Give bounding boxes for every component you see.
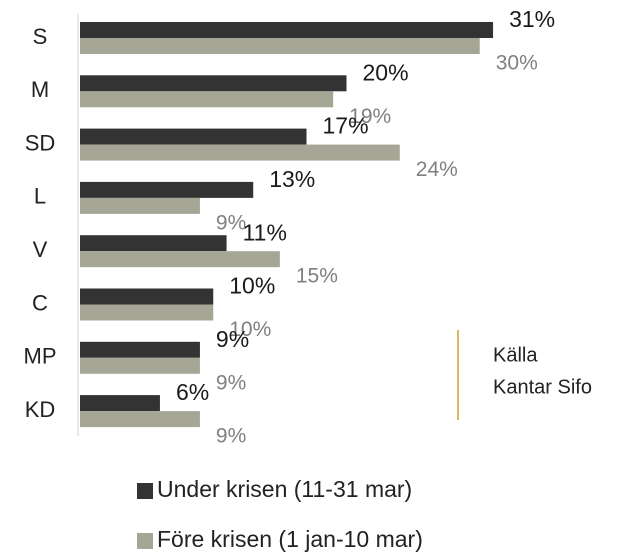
value-label: 6% [176, 379, 209, 405]
value-label: 30% [496, 52, 538, 75]
legend-swatch [137, 483, 153, 499]
category-label: M [31, 77, 49, 102]
bar [80, 341, 200, 358]
bar [80, 38, 480, 54]
category-label: S [33, 24, 48, 49]
legend-swatch [137, 533, 153, 549]
value-label: 17% [323, 113, 369, 139]
category-label: KD [25, 397, 56, 422]
category-label: C [32, 290, 48, 315]
category-label: L [34, 184, 46, 209]
bar [80, 128, 307, 145]
value-label: 9% [216, 326, 249, 352]
bar [80, 251, 280, 268]
value-label: 11% [243, 219, 287, 245]
category-label: SD [25, 130, 56, 155]
legend-label: Före krisen (1 jan-10 mar) [157, 526, 423, 552]
value-label: 24% [416, 158, 458, 181]
value-label: 10% [229, 273, 275, 299]
source-text: Kantar Sifo [493, 376, 592, 398]
bar [80, 357, 200, 374]
bar [80, 91, 334, 108]
bar [80, 197, 200, 214]
bar [80, 411, 200, 428]
bar [80, 144, 400, 161]
value-label: 15% [296, 265, 338, 288]
value-label: 9% [216, 425, 246, 448]
value-label: 13% [269, 166, 315, 192]
value-label: 9% [216, 371, 246, 394]
value-label: 31% [509, 6, 555, 32]
bar [80, 235, 227, 252]
bar [80, 288, 214, 305]
value-label: 9% [216, 211, 246, 234]
bar [80, 395, 160, 412]
category-label: V [33, 237, 48, 262]
legend-label: Under krisen (11-31 mar) [157, 476, 412, 502]
value-label: 20% [363, 59, 409, 85]
category-label: MP [24, 344, 57, 369]
bar [80, 75, 347, 92]
bar [80, 181, 254, 198]
bar [80, 22, 494, 38]
value-label: 10% [229, 318, 271, 341]
source-label: Källa [493, 344, 538, 366]
bar [80, 304, 214, 321]
value-label: 19% [349, 105, 391, 128]
